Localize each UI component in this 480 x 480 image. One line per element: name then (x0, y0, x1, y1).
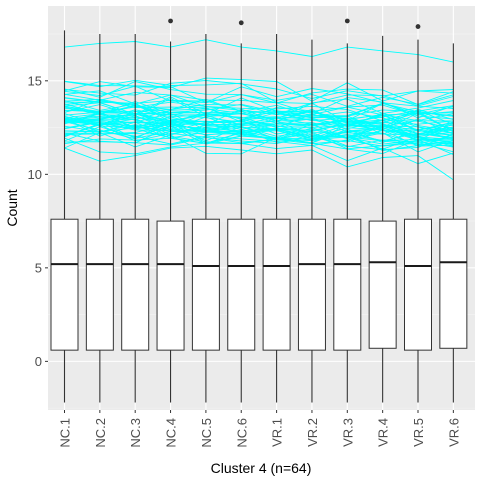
x-tick-label: NC.2 (93, 418, 108, 448)
profile-line (64, 121, 454, 145)
x-tick-label: NC.3 (128, 418, 143, 448)
box-NC.3 (121, 218, 150, 351)
profile-line (64, 145, 454, 181)
profile-line (64, 117, 454, 140)
plot-panel (48, 6, 475, 410)
x-tick-label: VR.1 (270, 418, 285, 447)
x-tick-label: VR.6 (446, 418, 461, 447)
profile-line (64, 115, 454, 139)
y-tick-label: 5 (35, 260, 42, 275)
y-axis-title: Count (4, 189, 20, 226)
profile-line (64, 137, 454, 165)
y-tick-label: 0 (35, 354, 42, 369)
profile-line (64, 120, 454, 142)
profile-line (64, 122, 454, 152)
box-NC.4 (156, 220, 185, 351)
x-axis-ticks: NC.1 NC.2 NC.3 NC.4 NC.5 NC.6 VR.1 VR.2 VR.3 VR.4… (58, 410, 461, 448)
x-tick-label: NC.5 (199, 418, 214, 448)
x-tick-label: VR.4 (376, 418, 391, 447)
x-tick-label: NC.6 (234, 418, 249, 448)
profile-line (64, 98, 454, 117)
profile-line (64, 97, 454, 125)
x-axis-title: Cluster 4 (n=64) (211, 460, 312, 476)
profile-line (64, 132, 454, 155)
profile-lines (64, 39, 454, 181)
profile-line (64, 118, 454, 144)
box-NC.6 (227, 218, 256, 351)
box-NC.1 (50, 218, 79, 351)
profile-line (64, 91, 454, 117)
profile-line (64, 81, 454, 106)
box-VR.3 (333, 218, 362, 351)
profile-line (64, 130, 454, 153)
profile-line (64, 85, 454, 109)
y-tick-label: 10 (28, 167, 42, 182)
outlier-point (168, 18, 173, 24)
profile-line (64, 116, 454, 144)
profile-line (64, 119, 454, 147)
box-VR.1 (262, 218, 291, 351)
profile-line (64, 98, 454, 116)
outlier-point (238, 20, 244, 26)
x-tick-label: VR.5 (411, 418, 426, 447)
x-tick-label: NC.1 (58, 418, 73, 448)
box-VR.5 (404, 218, 432, 351)
outlier-point (415, 24, 421, 29)
profile-line (64, 39, 454, 63)
y-axis-ticks: 0 5 10 15 (28, 73, 48, 369)
x-tick-label: VR.2 (305, 418, 320, 447)
box-VR.6 (439, 218, 468, 349)
box-VR.4 (368, 220, 397, 349)
outlier-point (344, 18, 350, 24)
profile-line (64, 80, 454, 99)
profile-line (64, 113, 454, 131)
profile-line (64, 96, 454, 120)
profile-line (64, 80, 454, 107)
box-NC.2 (85, 218, 114, 351)
x-tick-label: NC.4 (164, 418, 179, 448)
box-VR.2 (297, 218, 326, 351)
profile-line (64, 135, 454, 153)
boxes (50, 18, 468, 403)
x-tick-label: VR.3 (340, 418, 355, 447)
y-tick-label: 15 (28, 73, 42, 88)
profile-line (64, 79, 454, 107)
box-NC.5 (191, 218, 220, 351)
